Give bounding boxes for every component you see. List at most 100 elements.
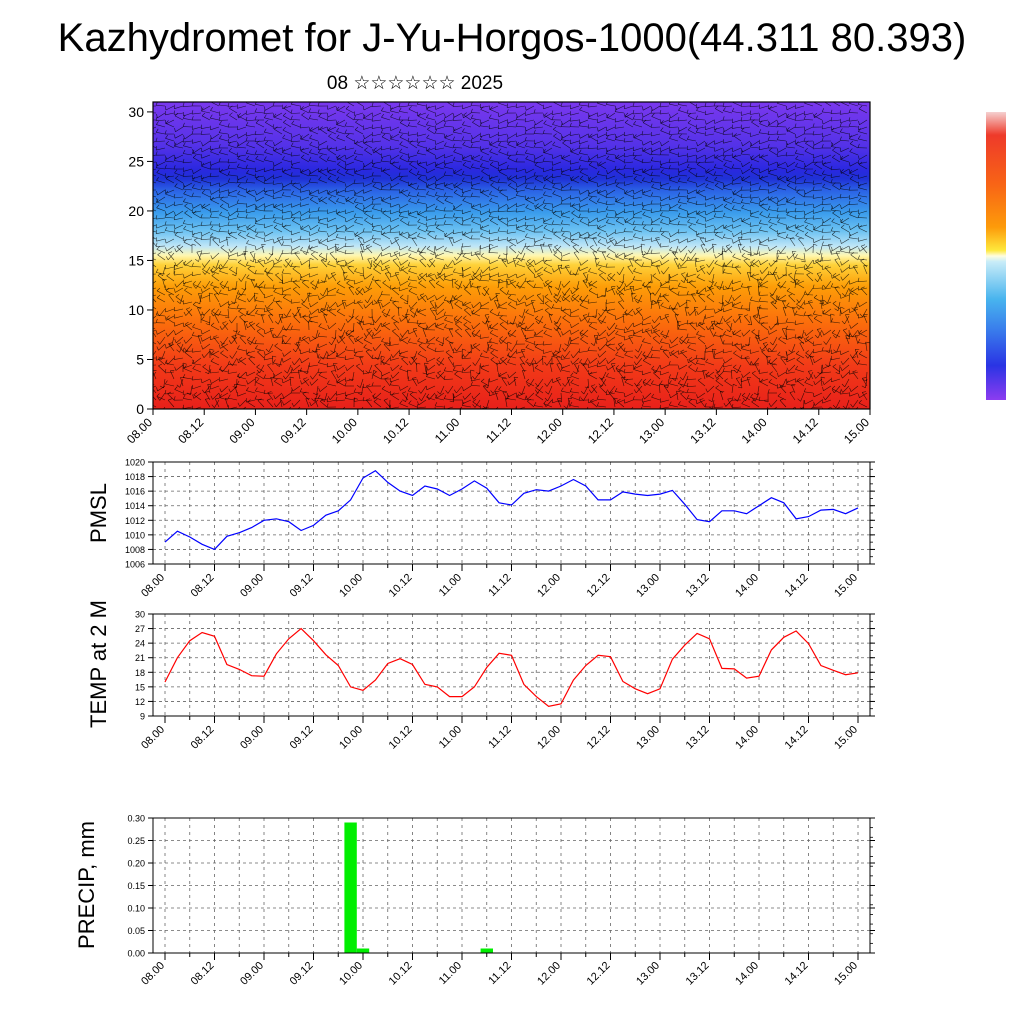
wind-barb bbox=[381, 210, 391, 213]
wind-barb-flag bbox=[165, 190, 169, 195]
wind-barb bbox=[364, 112, 373, 119]
wind-barb-flag bbox=[455, 286, 459, 290]
wind-barb bbox=[229, 210, 238, 217]
wind-barb bbox=[579, 178, 589, 184]
wind-barb bbox=[480, 125, 490, 128]
wind-barb-flag bbox=[794, 200, 797, 205]
wind-barb bbox=[309, 137, 319, 142]
wind-barb bbox=[153, 298, 157, 303]
wind-barb bbox=[570, 147, 580, 153]
wind-barb bbox=[192, 157, 202, 163]
wind-barb-flag bbox=[282, 126, 286, 131]
wind-barb-flag bbox=[210, 225, 214, 230]
wind-barb bbox=[390, 105, 400, 110]
wind-barb-flag bbox=[623, 173, 626, 178]
wind-barb bbox=[696, 259, 706, 263]
wind-barb bbox=[489, 151, 499, 156]
wind-barb-flag bbox=[209, 213, 212, 218]
wind-barb-flag bbox=[741, 148, 743, 153]
wind-barb bbox=[345, 161, 355, 166]
wind-barb-flag bbox=[471, 135, 473, 140]
wind-barb-flag bbox=[462, 267, 464, 272]
wind-barb-flag bbox=[281, 236, 284, 241]
wind-barb-flag bbox=[771, 301, 776, 305]
wind-barb bbox=[203, 308, 211, 316]
wind-barb bbox=[516, 105, 526, 108]
wind-barb-flag bbox=[506, 103, 508, 108]
wind-barb bbox=[757, 307, 760, 317]
wind-barb-flag bbox=[380, 145, 382, 151]
wind-barb-flag bbox=[774, 323, 779, 326]
wind-barb-flag bbox=[725, 300, 729, 304]
wind-barb-flag bbox=[669, 134, 672, 139]
wind-barb-flag bbox=[832, 210, 836, 214]
wind-barb bbox=[615, 256, 625, 261]
wind-barb bbox=[472, 275, 481, 282]
wind-barb bbox=[733, 175, 742, 182]
wind-barb-flag bbox=[660, 142, 662, 147]
wind-barb-flag bbox=[597, 127, 599, 132]
wind-barb bbox=[408, 200, 418, 205]
wind-barb bbox=[632, 224, 643, 226]
wind-barb-flag bbox=[254, 304, 257, 309]
wind-barb bbox=[543, 194, 553, 198]
wind-barb-flag bbox=[758, 240, 762, 245]
wind-barb bbox=[840, 182, 850, 188]
wind-barb-flag bbox=[758, 201, 761, 206]
wind-barb bbox=[690, 245, 697, 254]
wind-barb bbox=[822, 312, 832, 317]
wind-barb-flag bbox=[264, 106, 266, 111]
wind-barb-flag bbox=[839, 185, 843, 189]
wind-barb bbox=[382, 245, 391, 251]
wind-barb bbox=[642, 256, 652, 261]
wind-barb-flag bbox=[579, 106, 583, 111]
wind-barb-flag bbox=[588, 218, 590, 223]
wind-barb bbox=[210, 182, 220, 187]
wind-barb-flag bbox=[749, 110, 752, 115]
wind-barb bbox=[787, 175, 796, 182]
wind-barb bbox=[453, 271, 463, 275]
wind-barb bbox=[243, 251, 247, 261]
wind-barb bbox=[264, 105, 274, 111]
wind-barb-flag bbox=[201, 112, 206, 117]
wind-barb bbox=[480, 245, 490, 250]
wind-barb bbox=[840, 210, 850, 216]
wind-barb bbox=[417, 174, 427, 177]
wind-barb bbox=[723, 196, 733, 201]
wind-barb bbox=[282, 115, 292, 121]
wind-barb bbox=[795, 153, 805, 156]
wind-barb bbox=[174, 160, 184, 163]
wind-barb-flag bbox=[183, 261, 186, 266]
wind-barb bbox=[426, 109, 436, 114]
wind-barb-flag bbox=[453, 126, 455, 131]
wind-barb-flag bbox=[552, 121, 555, 125]
wind-barb bbox=[192, 236, 202, 240]
wind-barb bbox=[292, 288, 301, 296]
wind-barb-flag bbox=[533, 158, 536, 163]
wind-barb bbox=[543, 269, 553, 275]
wind-barb-flag bbox=[560, 170, 564, 175]
wind-barb bbox=[633, 137, 643, 142]
wind-barb bbox=[453, 112, 463, 118]
wind-barb bbox=[157, 112, 166, 119]
wind-barb-flag bbox=[624, 283, 627, 288]
wind-barb bbox=[228, 189, 238, 194]
wind-barb-flag bbox=[696, 107, 699, 111]
wind-barb-flag bbox=[824, 265, 829, 268]
wind-barb bbox=[462, 159, 472, 163]
wind-barb bbox=[363, 175, 373, 180]
wind-barb-flag bbox=[552, 248, 556, 253]
wind-barb-flag bbox=[363, 134, 365, 139]
wind-barb bbox=[671, 309, 679, 317]
wind-barb bbox=[722, 266, 733, 268]
wind-barb bbox=[153, 181, 157, 184]
wind-barb-flag bbox=[795, 155, 799, 160]
wind-barb-flag bbox=[551, 208, 554, 213]
wind-barb bbox=[489, 159, 499, 163]
wind-barb bbox=[250, 279, 256, 289]
wind-barb bbox=[373, 268, 382, 275]
wind-barb-flag bbox=[715, 182, 719, 186]
wind-barb-flag bbox=[705, 141, 707, 146]
wind-barb bbox=[381, 154, 391, 158]
wind-barb-flag bbox=[516, 183, 518, 188]
